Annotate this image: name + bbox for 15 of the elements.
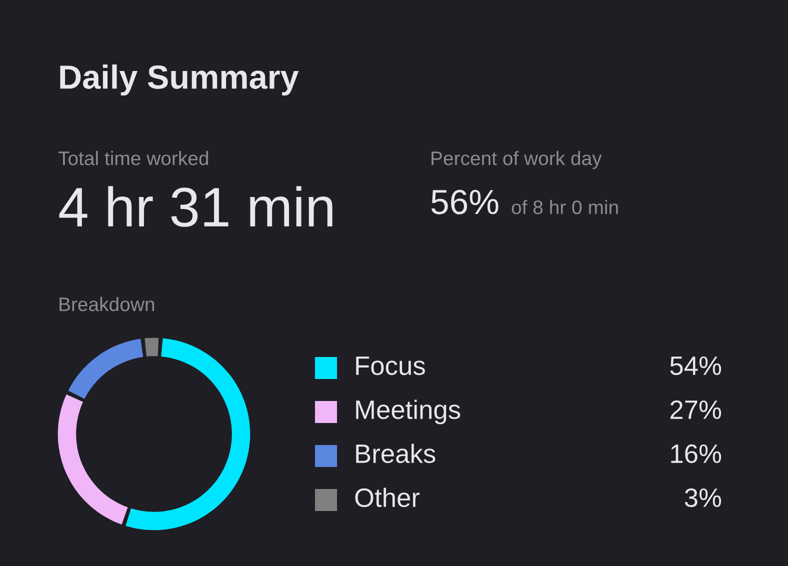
legend-label: Meetings [356,400,460,424]
text: Percent of work day [432,150,602,170]
legend-label: Focus [356,356,425,376]
text: of 8 hr 0 min [512,200,618,214]
text: Breakdown [60,296,154,312]
data-label: 3% [684,488,722,508]
text: 4 hr 31 min [59,186,332,227]
chart-title: Daily Summary [60,64,299,96]
data-label: 54% [670,356,722,376]
legend-label: Other [355,488,420,508]
legend-label: Breaks [356,444,436,464]
data-label: 16% [671,444,722,464]
text: 56% [431,190,498,214]
data-label: 27% [670,400,722,419]
text: Total time worked [58,150,208,166]
